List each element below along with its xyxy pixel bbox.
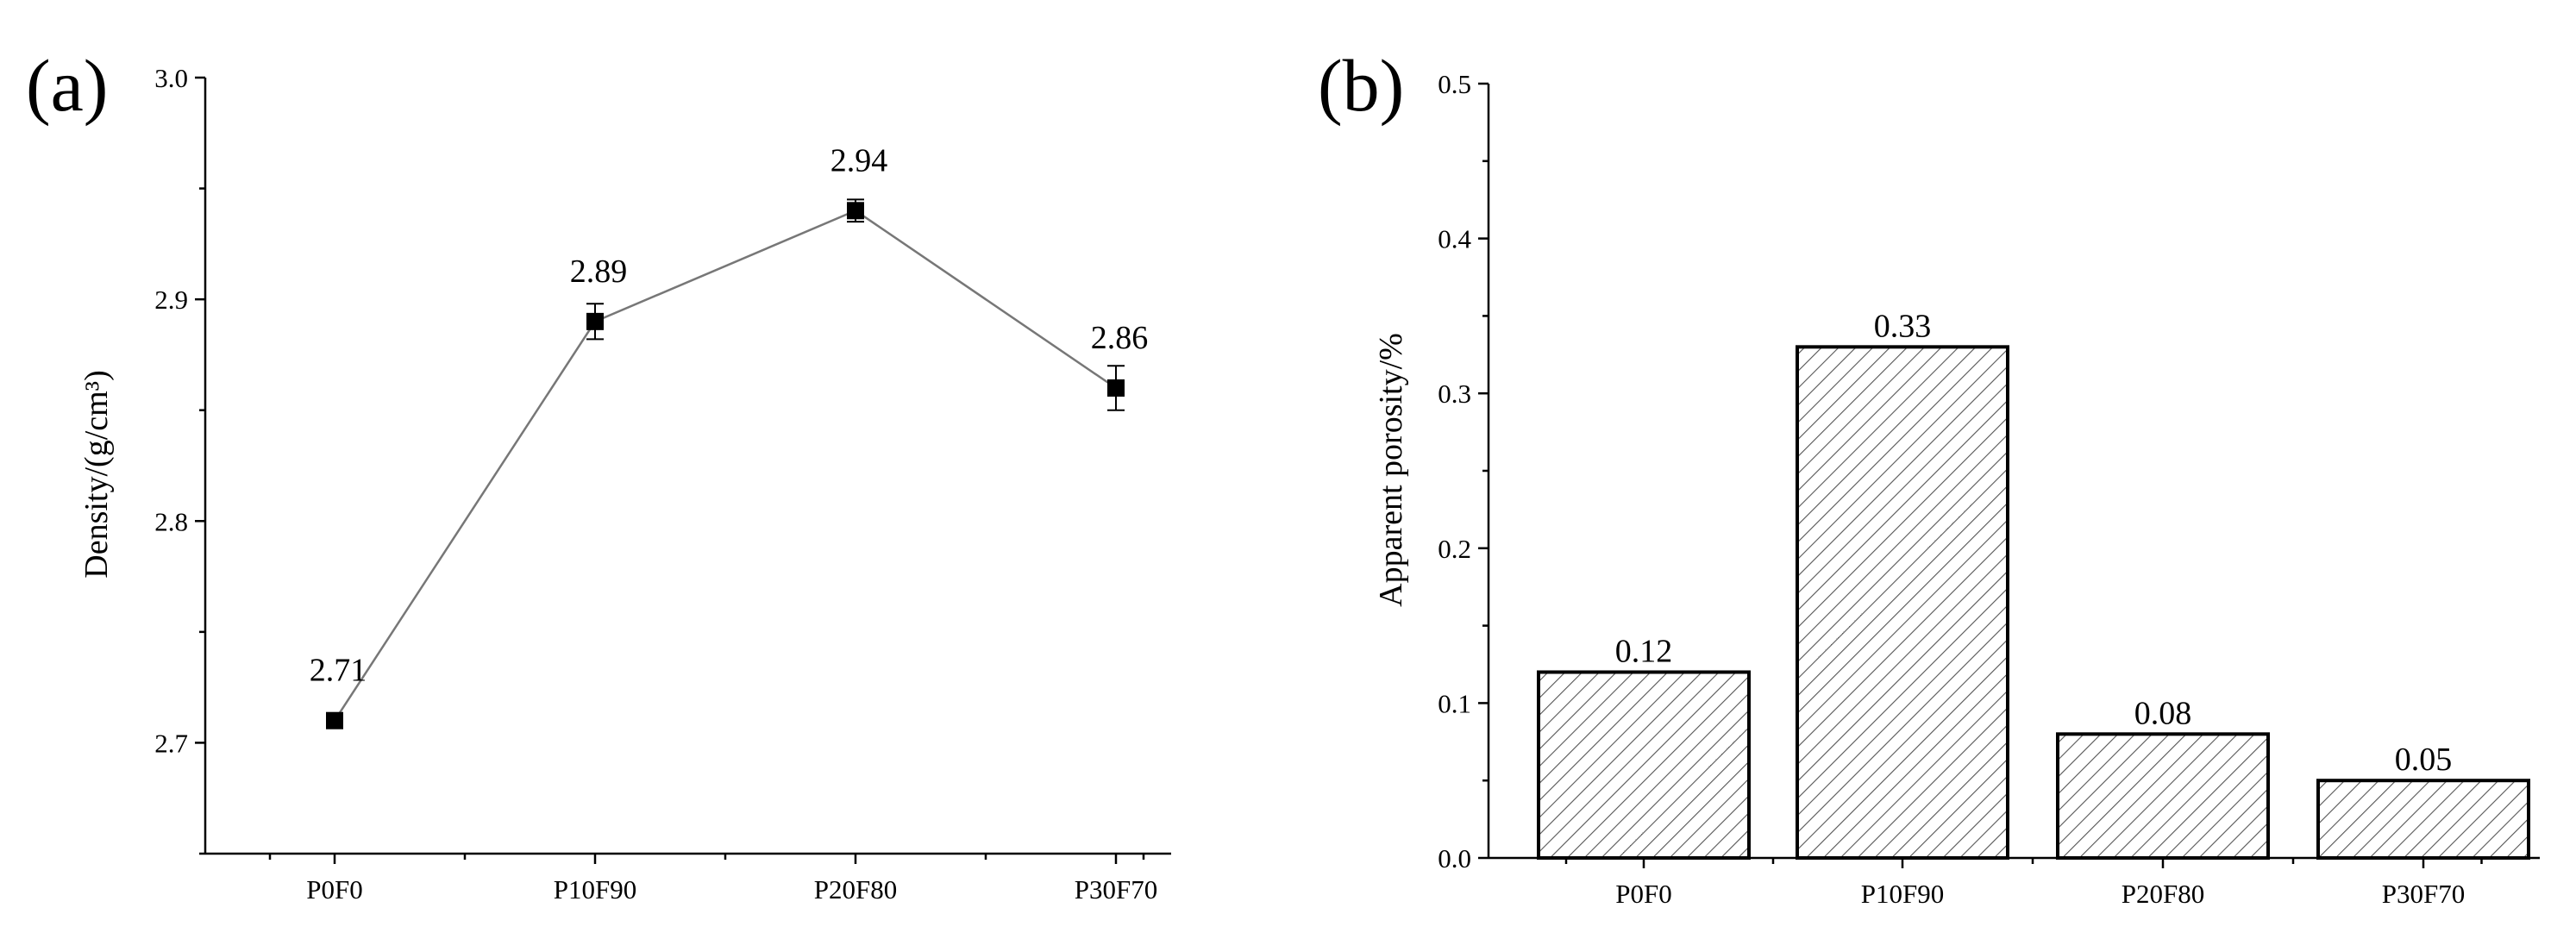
y-tick-label: 2.8 — [154, 506, 188, 536]
y-ticks: 2.7 2.8 2.9 3.0 — [154, 63, 205, 855]
x-tick-label: P30F70 — [2382, 879, 2465, 909]
y-axis-title: Apparent porosity/% — [1373, 333, 1409, 607]
y-tick-label: 0.5 — [1438, 69, 1471, 99]
y-ticks: 0.0 0.1 0.2 0.3 0.4 0.5 — [1438, 69, 1489, 873]
data-point — [847, 202, 864, 220]
y-tick-label: 0.0 — [1438, 843, 1471, 873]
data-label: 0.08 — [2134, 695, 2192, 731]
data-label: 0.33 — [1874, 308, 1932, 344]
x-tick-label: P10F90 — [554, 874, 636, 905]
x-ticks: P0F0 P10F90 P20F80 P30F70 — [1564, 858, 2483, 909]
y-tick-label: 0.1 — [1438, 688, 1471, 718]
data-point — [1107, 379, 1125, 397]
porosity-chart: (b) Apparent porosity/% 0.00.10.20.30.40… — [1318, 44, 2540, 909]
plot-area: 2.71 2.89 2.94 2.86 — [310, 142, 1149, 729]
data-point — [586, 312, 604, 330]
y-tick-label: 0.2 — [1438, 534, 1471, 564]
data-label: 0.05 — [2395, 742, 2453, 778]
x-tick-label: P30F70 — [1075, 874, 1157, 905]
data-label: 2.94 — [830, 142, 888, 178]
bar — [2316, 779, 2530, 861]
x-tick-label: P10F90 — [1861, 879, 1944, 909]
density-chart: (a) Density/(g/cm³) 2.7 2.8 2.9 3.0 P0F0 P10… — [26, 44, 1171, 905]
x-tick-label: P20F80 — [2122, 879, 2204, 909]
x-ticks: P0F0 P10F90 P20F80 P30F70 — [268, 854, 1157, 905]
density-line — [333, 209, 1117, 722]
data-label: 2.86 — [1091, 320, 1149, 356]
data-label: 0.12 — [1615, 633, 1673, 669]
plot-area: 0.12 0.33 0.08 0.05 — [1537, 308, 2530, 861]
y-tick-label: 2.9 — [154, 285, 188, 315]
y-tick-label: 0.4 — [1438, 224, 1471, 254]
bar — [1537, 670, 1751, 860]
y-axis-title: Density/(g/cm³) — [78, 370, 115, 578]
data-point — [326, 711, 343, 729]
x-tick-label: P20F80 — [814, 874, 897, 905]
y-tick-label: 0.3 — [1438, 379, 1471, 409]
x-tick-label: P0F0 — [1615, 879, 1671, 909]
bar — [1796, 345, 2009, 860]
y-tick-label: 3.0 — [154, 63, 188, 93]
y-tick-label: 2.7 — [154, 728, 188, 758]
data-label: 2.71 — [310, 653, 367, 689]
panel-label-b: (b) — [1318, 44, 1404, 127]
x-tick-label: P0F0 — [306, 874, 362, 905]
bar — [2056, 732, 2270, 860]
data-label: 2.89 — [570, 254, 628, 290]
panel-label-a: (a) — [26, 44, 108, 127]
